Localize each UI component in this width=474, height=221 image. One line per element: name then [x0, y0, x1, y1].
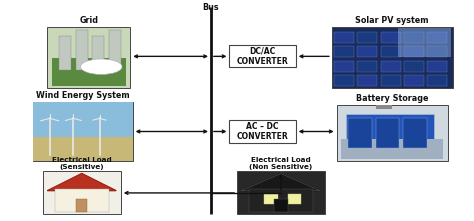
Bar	[334, 32, 354, 43]
Bar	[334, 75, 354, 86]
Bar	[76, 30, 88, 70]
Bar	[403, 118, 427, 148]
Ellipse shape	[81, 59, 122, 74]
Polygon shape	[47, 173, 116, 191]
Bar	[376, 118, 400, 148]
Bar	[52, 58, 126, 86]
Bar	[404, 46, 424, 57]
Text: DC/AC
CONVERTER: DC/AC CONVERTER	[237, 47, 289, 66]
Bar	[357, 75, 377, 86]
Bar	[428, 32, 447, 43]
Bar	[237, 171, 325, 214]
Bar	[381, 75, 401, 86]
Bar	[109, 30, 121, 70]
Bar	[334, 61, 354, 72]
Bar	[55, 189, 109, 212]
Text: Bus: Bus	[202, 3, 219, 12]
Bar	[381, 32, 401, 43]
Bar	[43, 171, 121, 214]
Bar	[357, 61, 377, 72]
Bar	[229, 120, 296, 143]
Text: Electrical Load
(Sensitive): Electrical Load (Sensitive)	[52, 156, 112, 170]
Bar	[348, 118, 372, 148]
Bar	[428, 46, 447, 57]
Text: Battery Storage: Battery Storage	[356, 94, 428, 103]
Bar	[428, 61, 447, 72]
Bar	[357, 32, 377, 43]
Text: AC – DC
CONVERTER: AC – DC CONVERTER	[237, 122, 289, 141]
Bar	[334, 46, 354, 57]
Bar	[76, 199, 87, 212]
Text: Wind Energy System: Wind Energy System	[36, 91, 130, 100]
Bar	[404, 32, 424, 43]
Bar	[59, 36, 71, 70]
Bar	[346, 114, 434, 152]
Bar	[375, 105, 392, 109]
Bar	[33, 102, 133, 161]
Bar	[288, 194, 301, 204]
Bar	[398, 28, 451, 57]
Text: Solar PV system: Solar PV system	[356, 16, 429, 25]
Bar	[381, 61, 401, 72]
Bar	[332, 27, 453, 88]
Text: Grid: Grid	[79, 16, 99, 25]
Bar	[33, 102, 133, 137]
Text: Electrical Load
(Non Sensitive): Electrical Load (Non Sensitive)	[249, 156, 312, 170]
Bar	[264, 194, 277, 204]
Bar	[274, 199, 288, 212]
Bar	[92, 36, 104, 70]
Bar	[337, 105, 448, 161]
Bar	[33, 137, 133, 161]
Bar	[341, 139, 443, 159]
Bar	[428, 75, 447, 86]
Bar	[229, 45, 296, 67]
Bar	[47, 27, 130, 88]
Polygon shape	[242, 173, 320, 191]
Bar	[404, 61, 424, 72]
Bar	[404, 75, 424, 86]
Bar	[357, 46, 377, 57]
Bar	[381, 46, 401, 57]
Bar	[249, 189, 313, 212]
